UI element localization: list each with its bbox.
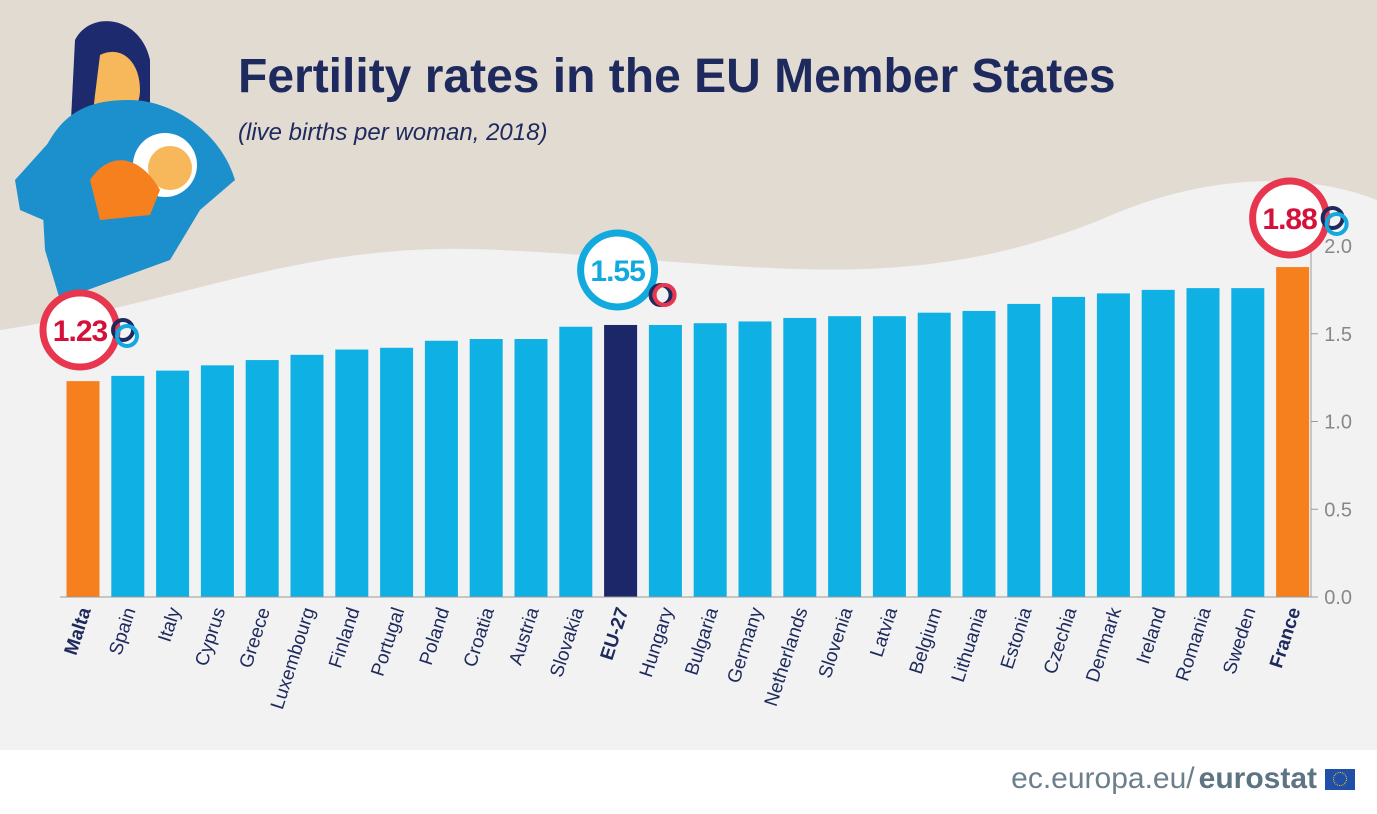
y-tick-label: 0.0 — [1324, 587, 1352, 609]
bar-romania — [1186, 288, 1220, 597]
bar-cyprus — [200, 365, 234, 597]
rings-icon — [652, 282, 677, 307]
footer-site: ec.europa.eu/ — [1011, 762, 1195, 795]
bar-greece — [245, 360, 279, 597]
callout-value-highest: 1.88 — [1262, 203, 1317, 236]
callouts: 1.23 1.55 1.88 — [39, 177, 1349, 371]
bar-germany — [738, 321, 772, 597]
callout-ring-average — [577, 229, 659, 311]
chart-title: Fertility rates in the EU Member States — [238, 50, 1116, 103]
bar-ireland — [1141, 289, 1175, 597]
bar-slovenia — [828, 316, 862, 597]
bar-eu-27 — [604, 324, 638, 597]
bar-portugal — [380, 347, 414, 597]
footer: ec.europa.eu/eurostat — [1011, 762, 1355, 796]
rings-icon — [1324, 212, 1349, 236]
y-tick-label: 1.5 — [1324, 324, 1352, 346]
callout-value-average: 1.55 — [590, 255, 645, 288]
bar-lithuania — [962, 310, 996, 597]
bar-belgium — [917, 312, 951, 597]
bar-croatia — [469, 339, 503, 597]
bar-bulgaria — [693, 323, 727, 597]
bar-luxembourg — [290, 354, 324, 597]
footer-brand: eurostat — [1198, 762, 1317, 795]
mother-baby-illustration — [15, 21, 235, 300]
eu-flag-icon — [1325, 768, 1355, 790]
bar-hungary — [648, 324, 682, 597]
bar-italy — [156, 370, 190, 597]
bar-poland — [424, 340, 458, 597]
y-tick-label: 1.0 — [1324, 412, 1352, 434]
callout-value-lowest: 1.23 — [53, 315, 108, 348]
y-tick-label: 0.5 — [1324, 499, 1352, 521]
rings-icon — [115, 324, 139, 348]
bar-finland — [335, 349, 369, 597]
bar-slovakia — [559, 326, 593, 597]
bar-denmark — [1096, 293, 1130, 597]
bar-austria — [514, 339, 548, 597]
bar-czechia — [1052, 296, 1086, 597]
bar-spain — [111, 375, 145, 597]
bars — [66, 267, 1310, 597]
bar-france — [1276, 267, 1310, 597]
bar-malta — [66, 381, 100, 597]
bar-netherlands — [783, 317, 817, 597]
bar-latvia — [872, 316, 906, 597]
bar-sweden — [1231, 288, 1265, 597]
bar-estonia — [1007, 303, 1041, 597]
y-axis: 0.0 0.5 1.0 1.5 2.0 — [60, 236, 1352, 609]
chart-subtitle: (live births per woman, 2018) — [238, 119, 547, 146]
y-tick-label: 2.0 — [1324, 236, 1352, 258]
